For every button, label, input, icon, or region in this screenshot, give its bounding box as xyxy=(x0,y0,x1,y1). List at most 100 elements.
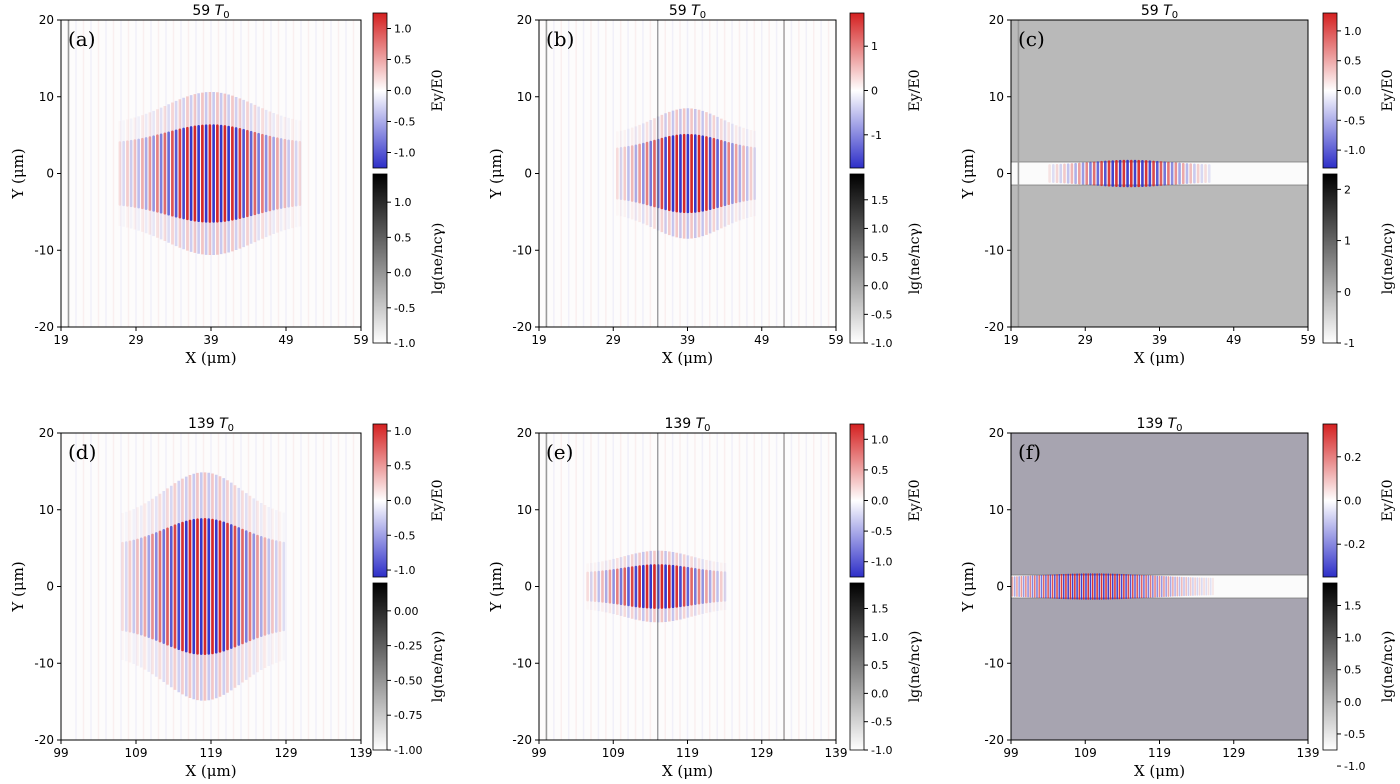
x-tick-label: 39 xyxy=(680,333,695,347)
x-tick-label: 59 xyxy=(1300,333,1315,347)
y-axis-label: Y (μm) xyxy=(9,148,27,199)
ey-colorbar-bar xyxy=(372,12,388,169)
x-tick-label: 139 xyxy=(1297,746,1320,760)
density-colorbar-label: lg(ne/ncγ) xyxy=(1380,223,1396,295)
y-tick-label: -10 xyxy=(984,243,1004,257)
density-background xyxy=(61,433,361,740)
y-tick-label: -10 xyxy=(34,656,54,670)
x-tick-label: 129 xyxy=(750,746,773,760)
panel-a: 19 29 39 49 59 -20 -10 0 10 20 X (μm) Y (μm) 59 T0 (a… xyxy=(9,3,446,367)
x-tick-label: 59 xyxy=(353,333,368,347)
density-colorbar-tick-label: 0.5 xyxy=(871,659,889,672)
density-colorbar-tick-label: -0.5 xyxy=(871,308,892,321)
x-tick-label: 29 xyxy=(128,333,143,347)
panel-title: 59 T0 xyxy=(192,3,229,21)
density-colorbar-bar xyxy=(849,582,865,751)
ey-colorbar-label: Ey/E0 xyxy=(1380,70,1396,112)
ey-colorbar: 1 0 -1 Ey/E0 xyxy=(849,12,923,169)
ey-colorbar-tick-label: 0.2 xyxy=(1344,451,1362,464)
density-colorbar-tick-label: 0.0 xyxy=(394,267,412,280)
density-colorbar-tick-label: -0.5 xyxy=(394,302,415,315)
ey-colorbar-tick-label: 0.0 xyxy=(394,85,412,98)
y-tick-label: -10 xyxy=(984,656,1004,670)
plot-area xyxy=(539,20,836,327)
y-tick-label: -20 xyxy=(984,733,1004,747)
y-tick-label: 10 xyxy=(517,503,532,517)
density-colorbar-tick-label: 1.0 xyxy=(394,196,412,209)
ey-colorbar-tick-label: 0 xyxy=(871,85,878,98)
y-tick-label: -10 xyxy=(512,243,532,257)
x-tick-label: 59 xyxy=(828,333,843,347)
density-colorbar-tick-label: 0.0 xyxy=(871,280,889,293)
x-axis-label: X (μm) xyxy=(1134,762,1185,780)
plot-area xyxy=(61,20,361,327)
panel-label: (e) xyxy=(546,440,573,464)
ey-colorbar-tick-label: 0.5 xyxy=(394,54,412,67)
ey-colorbar-tick-label: -1.0 xyxy=(871,556,892,569)
ey-colorbar: 1.0 0.5 0.0 -0.5 -1.0 Ey/E0 xyxy=(372,12,446,169)
ey-colorbar-bar xyxy=(1322,423,1338,578)
x-tick-label: 99 xyxy=(1003,746,1018,760)
x-axis-label: X (μm) xyxy=(662,762,713,780)
density-colorbar-tick-label: 1.0 xyxy=(871,222,889,235)
x-tick-label: 129 xyxy=(275,746,298,760)
density-colorbar-bar xyxy=(1322,173,1338,344)
ey-colorbar-tick-label: 0.0 xyxy=(1344,85,1362,98)
density-colorbar-tick-label: 0.0 xyxy=(871,687,889,700)
density-colorbar-label: lg(ne/ncγ) xyxy=(430,631,446,703)
x-tick-label: 119 xyxy=(1148,746,1171,760)
y-tick-label: 10 xyxy=(989,503,1004,517)
y-tick-label: 20 xyxy=(989,13,1004,27)
y-tick-label: -20 xyxy=(512,320,532,334)
ey-colorbar-label: Ey/E0 xyxy=(430,70,446,112)
y-tick-label: -20 xyxy=(34,733,54,747)
y-tick-label: -20 xyxy=(984,320,1004,334)
density-colorbar-tick-label: -0.25 xyxy=(394,640,422,653)
x-axis-label: X (μm) xyxy=(185,349,236,367)
panel-title: 59 T0 xyxy=(669,3,706,21)
density-colorbar-tick-label: 1.0 xyxy=(871,631,889,644)
y-axis-label: Y (μm) xyxy=(487,561,505,612)
ey-colorbar-tick-label: -1.0 xyxy=(1344,144,1365,157)
ey-colorbar: 1.0 0.5 0.0 -0.5 -1.0 Ey/E0 xyxy=(849,423,923,578)
y-axis-label: Y (μm) xyxy=(9,561,27,612)
density-colorbar: 1.5 1.0 0.5 0.0 -0.5 -1.0 lg(ne/ncγ) xyxy=(849,582,923,757)
y-tick-label: -10 xyxy=(34,243,54,257)
density-colorbar-tick-label: 1.5 xyxy=(871,602,889,615)
ey-colorbar-tick-label: -0.5 xyxy=(394,529,415,542)
x-tick-label: 29 xyxy=(1078,333,1093,347)
panel-title: 139 T0 xyxy=(1136,416,1182,434)
ey-colorbar-tick-label: 0.5 xyxy=(394,460,412,473)
x-tick-label: 49 xyxy=(278,333,293,347)
ey-colorbar-tick-label: -1 xyxy=(871,129,882,142)
ey-colorbar-tick-label: 0.0 xyxy=(871,495,889,508)
y-axis-label: Y (μm) xyxy=(959,561,977,612)
ey-colorbar-bar xyxy=(849,423,865,578)
y-tick-label: -20 xyxy=(34,320,54,334)
panel-label: (a) xyxy=(68,27,96,51)
density-colorbar-bar xyxy=(1322,582,1338,751)
panel-d: 99 109 119 129 139 -20 -10 0 10 20 X (μm) Y (μm) 139… xyxy=(9,416,446,780)
y-tick-label: 0 xyxy=(524,580,532,594)
x-tick-label: 139 xyxy=(350,746,373,760)
y-tick-label: 20 xyxy=(39,426,54,440)
y-axis-label: Y (μm) xyxy=(487,148,505,199)
ey-colorbar-tick-label: -1.0 xyxy=(394,564,415,577)
density-colorbar: 2 1 0 -1 lg(ne/ncγ) xyxy=(1322,173,1396,350)
ey-colorbar-tick-label: 1.0 xyxy=(394,23,412,36)
ey-colorbar-bar xyxy=(372,423,388,578)
ey-colorbar-tick-label: 0.0 xyxy=(1344,495,1362,508)
density-colorbar-tick-label: 0.00 xyxy=(394,605,419,618)
ey-colorbar-tick-label: -0.2 xyxy=(1344,538,1365,551)
density-colorbar-tick-label: -1 xyxy=(1344,337,1355,350)
density-colorbar-bar xyxy=(372,173,388,344)
panel-label: (f) xyxy=(1018,440,1041,464)
ey-colorbar-tick-label: 1.0 xyxy=(871,433,889,446)
density-colorbar-tick-label: 2 xyxy=(1344,183,1351,196)
density-colorbar-tick-label: -1.0 xyxy=(871,337,892,350)
ey-colorbar-tick-label: 0.5 xyxy=(1344,55,1362,68)
density-colorbar-tick-label: 0.5 xyxy=(394,231,412,244)
panel-f: 99 109 119 129 139 -20 -10 0 10 20 X (μm) Y (μm) 139… xyxy=(959,416,1396,780)
